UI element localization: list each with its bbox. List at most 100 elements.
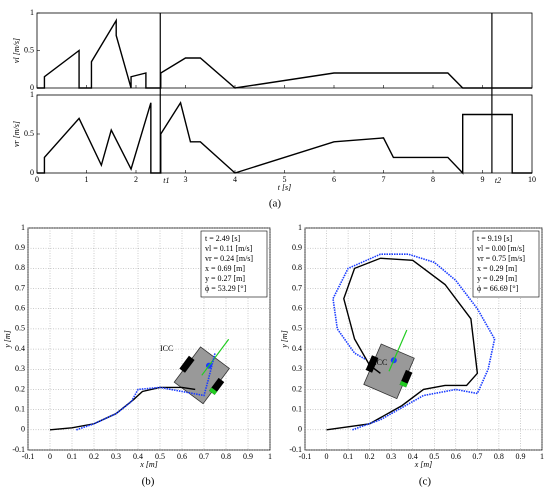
y-tick-label: 0.8 xyxy=(15,263,25,272)
heading xyxy=(201,338,230,376)
info-line: vr = 0.75 [m/s] xyxy=(477,254,525,263)
x-tick-label: 0.1 xyxy=(343,452,353,461)
y-axis-label: vr [m/s] xyxy=(12,121,21,147)
info-line: ϕ = 53.29 [°] xyxy=(205,284,247,293)
y-tick-label: 0.2 xyxy=(292,384,302,393)
x-axis-label: t [s] xyxy=(278,183,292,192)
series-line xyxy=(326,257,479,431)
y-tick-label: 1 xyxy=(21,223,25,232)
wheel-marker xyxy=(399,380,408,388)
x-tick-label: 0.9 xyxy=(515,452,525,461)
y-tick-label: 0.6 xyxy=(292,304,302,313)
x-tick-label: 2 xyxy=(134,175,138,184)
y-tick-label: 0.4 xyxy=(15,344,25,353)
y-tick-label: 0.9 xyxy=(15,243,25,252)
wheel xyxy=(365,355,379,373)
y-tick-label: 0 xyxy=(21,425,25,434)
x-tick-label: 1 xyxy=(85,175,89,184)
info-line: vl = 0.00 [m/s] xyxy=(477,244,525,253)
info-line: y = 0.29 [m] xyxy=(477,274,517,283)
series-line xyxy=(332,253,496,431)
y-tick-label: 1 xyxy=(30,8,34,17)
x-tick-label: 0.6 xyxy=(451,452,461,461)
event-label: t1 xyxy=(163,176,169,185)
x-tick-label: 7 xyxy=(382,175,386,184)
info-line: x = 0.69 [m] xyxy=(205,264,245,273)
x-axis-label: x [m] xyxy=(139,460,158,469)
info-line: y = 0.27 [m] xyxy=(205,274,245,283)
info-line: vr = 0.24 [m/s] xyxy=(205,254,253,263)
y-tick-label: 0.3 xyxy=(292,364,302,373)
heading xyxy=(388,329,408,372)
wheel-marker xyxy=(209,387,218,395)
y-axis-label: y [m] xyxy=(280,330,289,349)
event-label: t2 xyxy=(495,176,501,185)
y-tick-label: 0.6 xyxy=(15,304,25,313)
info-line: x = 0.29 [m] xyxy=(477,264,517,273)
y-tick-label: 0.7 xyxy=(292,283,302,292)
plot-area xyxy=(36,94,533,174)
y-tick-label: -0.1 xyxy=(12,445,25,454)
x-tick-label: 0 xyxy=(35,175,39,184)
x-tick-label: 0.1 xyxy=(67,452,77,461)
x-tick-label: 0.4 xyxy=(133,452,143,461)
x-tick-label: -0.1 xyxy=(22,452,35,461)
y-tick-label: 0.9 xyxy=(292,243,302,252)
plot-area xyxy=(36,12,533,89)
x-tick-label: 0.9 xyxy=(243,452,253,461)
y-tick-label: 0.3 xyxy=(15,364,25,373)
x-tick-label: 0 xyxy=(48,452,52,461)
x-tick-label: 1 xyxy=(540,452,544,461)
robot xyxy=(363,329,415,400)
info-line: t = 9.19 [s] xyxy=(477,234,513,243)
y-tick-label: 0.1 xyxy=(15,404,25,413)
x-tick-label: 0.2 xyxy=(89,452,99,461)
annotation: ICC xyxy=(160,344,173,353)
wheel xyxy=(179,355,195,373)
x-tick-label: 10 xyxy=(528,175,536,184)
caption: (a) xyxy=(269,198,282,210)
caption: (b) xyxy=(142,476,155,488)
x-tick-label: 0.8 xyxy=(494,452,504,461)
y-tick-label: 0.5 xyxy=(15,324,25,333)
x-tick-label: 0.7 xyxy=(199,452,209,461)
x-tick-label: 0.5 xyxy=(429,452,439,461)
x-tick-label: 0.3 xyxy=(111,452,121,461)
y-tick-label: 0.2 xyxy=(15,384,25,393)
y-tick-label: 1 xyxy=(298,223,302,232)
y-tick-label: 0.8 xyxy=(292,263,302,272)
robot xyxy=(173,338,230,405)
annotation: ICC xyxy=(374,358,387,367)
x-tick-label: 9 xyxy=(481,175,485,184)
x-tick-label: 8 xyxy=(431,175,435,184)
x-tick-label: 0 xyxy=(325,452,329,461)
x-tick-label: 6 xyxy=(332,175,336,184)
x-tick-label: 0.2 xyxy=(365,452,375,461)
series-line xyxy=(76,352,216,431)
y-tick-label: -0.1 xyxy=(289,445,302,454)
y-tick-label: 0.7 xyxy=(15,283,25,292)
x-tick-label: 3 xyxy=(184,175,188,184)
caption: (c) xyxy=(419,476,432,488)
y-tick-label: 0 xyxy=(30,83,34,92)
y-tick-label: 0 xyxy=(298,425,302,434)
x-tick-label: 1 xyxy=(268,452,272,461)
info-box xyxy=(472,230,540,298)
y-axis-label: vl [m/s] xyxy=(12,38,21,63)
y-tick-label: 0.1 xyxy=(292,404,302,413)
x-tick-label: 0.4 xyxy=(408,452,418,461)
y-tick-label: 0.5 xyxy=(292,324,302,333)
series-line xyxy=(37,17,532,89)
y-tick-label: 0.4 xyxy=(292,344,302,353)
y-axis-label: y [m] xyxy=(3,330,12,349)
y-tick-label: 0.5 xyxy=(24,45,34,54)
series-line xyxy=(49,386,196,431)
x-tick-label: 0.5 xyxy=(155,452,165,461)
info-line: t = 2.49 [s] xyxy=(205,234,241,243)
x-tick-label: 4 xyxy=(233,175,237,184)
x-tick-label: 0.7 xyxy=(472,452,482,461)
series-line xyxy=(37,101,532,175)
y-tick-label: 0.5 xyxy=(24,129,34,138)
info-line: vl = 0.11 [m/s] xyxy=(205,244,253,253)
